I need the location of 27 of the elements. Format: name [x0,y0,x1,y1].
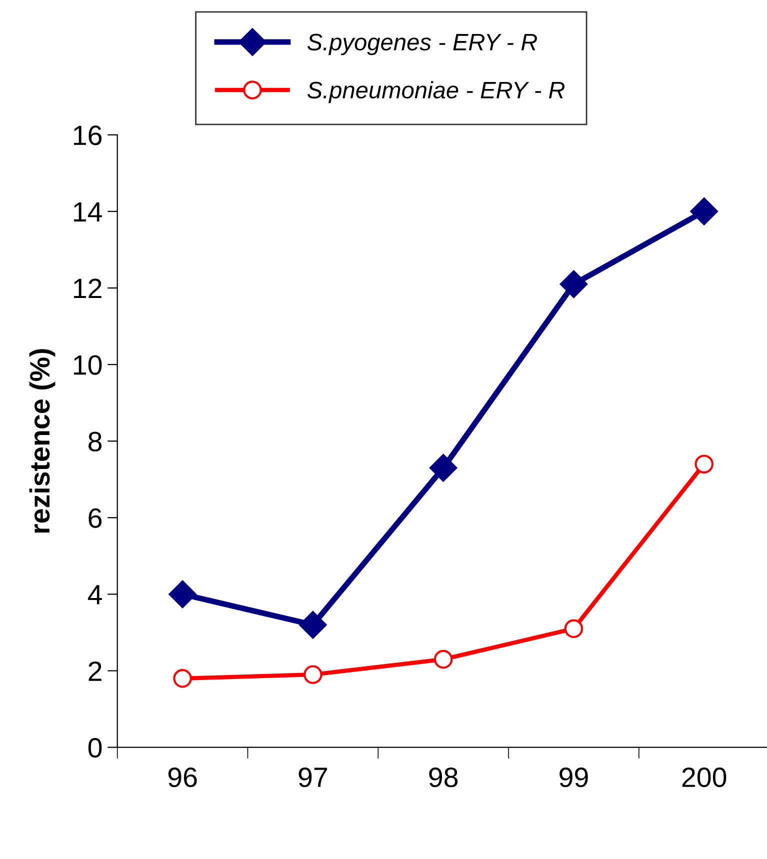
point [690,198,718,226]
y-tick-label: 0 [88,738,102,758]
point [168,580,196,608]
y-tick-label: 2 [88,661,102,681]
point [299,611,327,639]
y-tick-label: 16 [74,126,102,146]
x-tick-label: 99 [560,768,588,788]
x-tick-label: 200 [682,768,726,788]
point [304,665,322,684]
point [694,454,714,474]
x-tick-label: 97 [298,768,327,788]
y-tick-label: 12 [74,278,102,298]
y-tick-label: 8 [88,432,102,452]
point [173,669,192,688]
legend-label: S.pyogenes - ERY - R [307,34,538,56]
point [560,270,588,298]
y-tick-label: 6 [88,508,102,528]
y-axis-title: rezistence (%) [29,349,56,533]
x-tick-label: 96 [168,768,197,788]
point [430,454,458,482]
y-tick-label: 14 [74,202,102,222]
point [434,650,453,669]
point [564,619,584,638]
y-tick-label: 10 [74,355,102,375]
x-tick-label: 98 [429,768,458,788]
y-tick-label: 4 [88,585,102,604]
legend-label: S.pneumoniae - ERY - R [307,81,565,104]
